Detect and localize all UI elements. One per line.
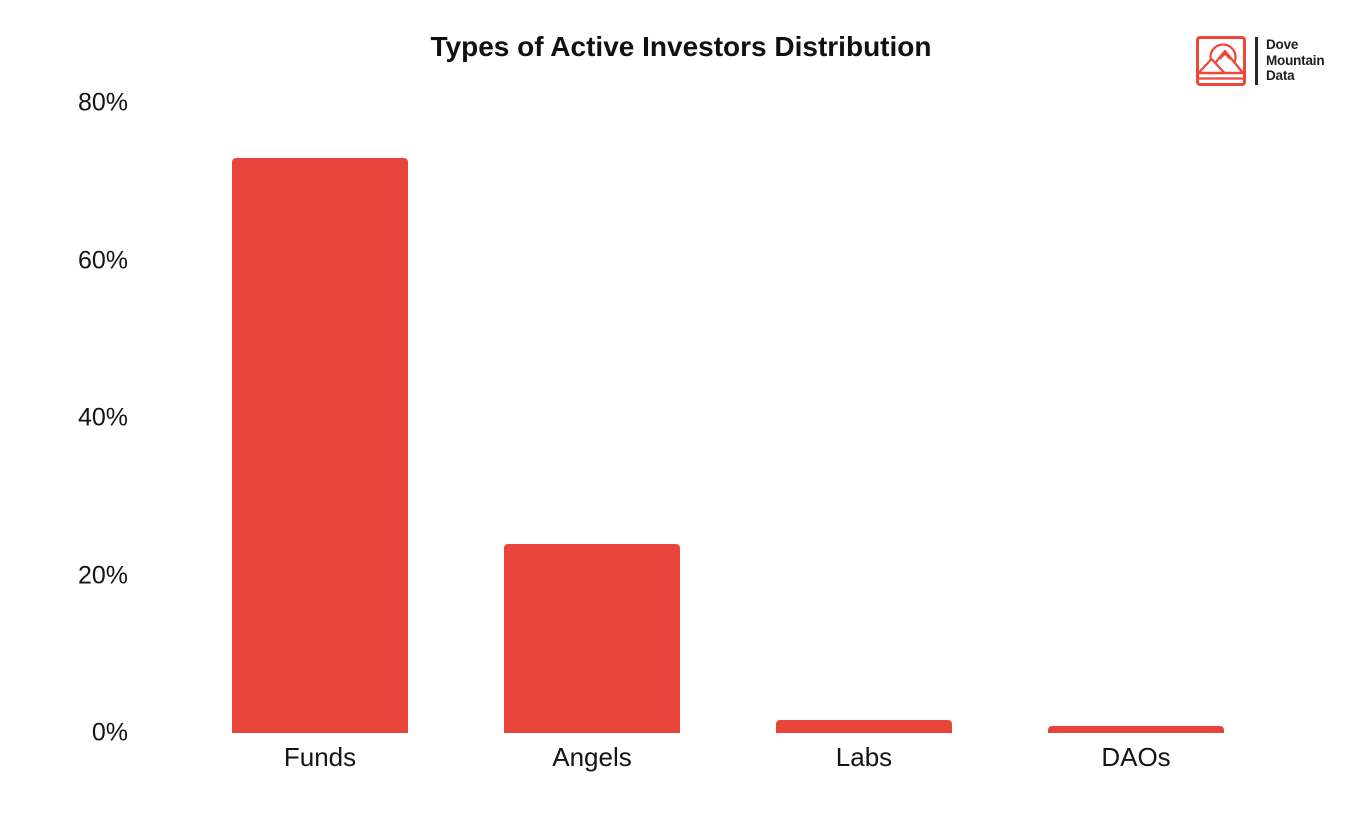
y-tick-label-0pct: 0% <box>91 718 128 747</box>
y-tick-label-40pct: 40% <box>77 403 128 432</box>
bar-funds <box>232 158 408 733</box>
chart-title: Types of Active Investors Distribution <box>430 31 932 62</box>
y-tick-label-80pct: 80% <box>77 88 128 117</box>
mountain-sun-logo-icon <box>1196 36 1246 86</box>
logo-wordmark: Dove Mountain Data <box>1266 36 1325 84</box>
logo-text-line-3: Data <box>1266 68 1295 83</box>
bar-daos <box>1048 725 1224 733</box>
logo-text-line-1: Dove <box>1266 37 1299 52</box>
bar-labs <box>776 719 952 733</box>
bar-angels <box>504 544 680 733</box>
dove-mountain-data-logo: Dove Mountain Data <box>1196 36 1325 86</box>
y-tick-label-60pct: 60% <box>77 246 128 274</box>
x-label-labs: Labs <box>835 742 893 772</box>
logo-divider <box>1255 37 1258 85</box>
y-tick-label-20pct: 20% <box>77 561 128 589</box>
x-label-funds: Funds <box>283 742 357 772</box>
x-label-angels: Angels <box>552 742 632 772</box>
x-label-daos: DAOs <box>1101 742 1171 772</box>
logo-text-line-2: Mountain <box>1266 52 1325 68</box>
